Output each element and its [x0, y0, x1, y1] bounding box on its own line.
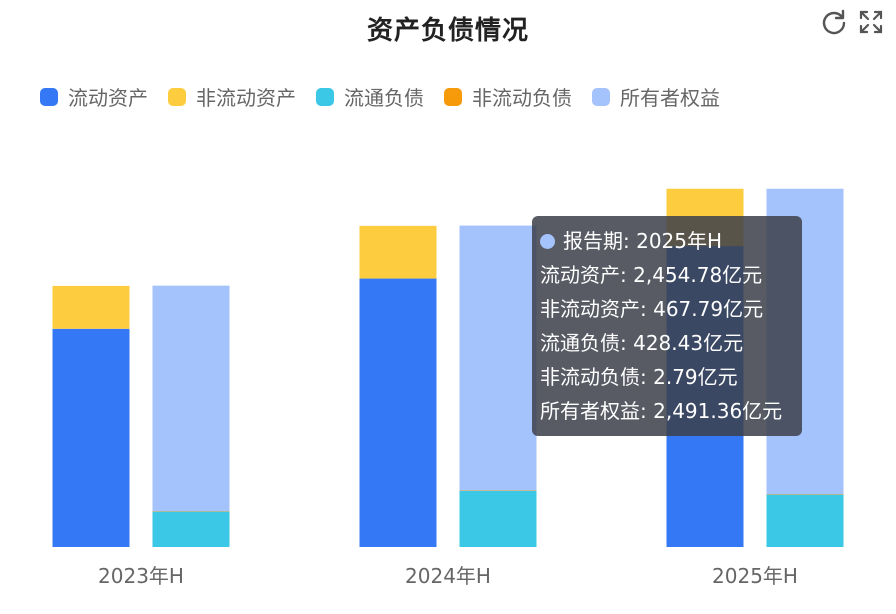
legend-swatch-2 [316, 87, 334, 106]
legend-swatch-4 [592, 87, 610, 106]
x-tick-label-1: 2024年H [405, 564, 491, 588]
x-tick-label-0: 2023年H [98, 564, 184, 588]
tooltip-row-unit: 亿元 [742, 399, 783, 423]
bar-3-1[interactable] [459, 490, 537, 491]
bar-4-1[interactable] [459, 225, 537, 491]
x-tick-label-2: 2025年H [712, 564, 798, 588]
tooltip-row-2: 流通负债: 428.43亿元 [540, 331, 744, 355]
tooltip-row-value: 428.43 [633, 331, 704, 355]
tooltip: 报告期: 2025年H 流动资产: 2,454.78亿元 非流动资产: 467.7… [532, 216, 802, 436]
bar-3-0[interactable] [152, 511, 230, 512]
bar-0-1[interactable] [359, 278, 437, 547]
tooltip-row-0: 流动资产: 2,454.78亿元 [540, 263, 763, 287]
tooltip-header: 报告期: 2025年H [540, 224, 794, 258]
fullscreen-button[interactable] [857, 8, 885, 36]
tooltip-row-label: 流通负债 [540, 331, 620, 355]
bar-1-0[interactable] [52, 285, 130, 329]
tooltip-row-value: 2.79 [653, 365, 698, 389]
bar-2-2[interactable] [766, 494, 844, 547]
bar-2-1[interactable] [459, 490, 537, 547]
legend-item-1[interactable]: 非流动资产 [168, 82, 296, 111]
bar-0-0[interactable] [52, 328, 130, 547]
legend-swatch-1 [168, 87, 186, 106]
tooltip-row-4: 所有者权益: 2,491.36亿元 [540, 399, 783, 423]
tooltip-row-value: 2,491.36 [653, 399, 743, 423]
bar-1-1[interactable] [359, 225, 437, 279]
legend-item-4[interactable]: 所有者权益 [592, 82, 720, 111]
tooltip-row-label: 所有者权益 [540, 399, 640, 423]
bar-3-2[interactable] [766, 494, 844, 495]
legend-item-0[interactable]: 流动资产 [40, 82, 148, 111]
bar-2-0[interactable] [152, 511, 230, 547]
tooltip-row-value: 2,454.78 [633, 263, 723, 287]
legend-swatch-0 [40, 87, 58, 106]
legend-swatch-3 [444, 87, 462, 106]
legend-label-3: 非流动负债 [472, 86, 572, 110]
chart-title: 资产负债情况 [366, 16, 529, 46]
legend-item-3[interactable]: 非流动负债 [444, 82, 572, 111]
legend-label-1: 非流动资产 [196, 86, 296, 110]
tooltip-row-label: 非流动资产 [540, 297, 640, 321]
tooltip-header-category: 2025年H [636, 229, 723, 253]
fullscreen-icon [859, 10, 883, 34]
refresh-button[interactable] [820, 8, 848, 36]
legend-label-4: 所有者权益 [620, 86, 720, 110]
refresh-icon [822, 9, 846, 35]
tooltip-row-1: 非流动资产: 467.79亿元 [540, 297, 764, 321]
tooltip-header-label: 报告期 [563, 229, 623, 253]
tooltip-dot-icon [540, 234, 555, 249]
tooltip-row-label: 流动资产 [540, 263, 620, 287]
tooltip-row-3: 非流动负债: 2.79亿元 [540, 365, 738, 389]
legend-item-2[interactable]: 流通负债 [316, 82, 424, 111]
tooltip-row-unit: 亿元 [697, 365, 738, 389]
tooltip-row-unit: 亿元 [703, 331, 744, 355]
bar-4-0[interactable] [152, 285, 230, 512]
tooltip-row-label: 非流动负债 [540, 365, 640, 389]
legend-label-2: 流通负债 [344, 86, 424, 110]
tooltip-row-value: 467.79 [653, 297, 724, 321]
legend-label-0: 流动资产 [68, 86, 148, 110]
tooltip-row-unit: 亿元 [722, 263, 763, 287]
legend: 流动资产 非流动资产 流通负债 非流动负债 所有者权益 [40, 82, 740, 111]
tooltip-row-unit: 亿元 [723, 297, 764, 321]
